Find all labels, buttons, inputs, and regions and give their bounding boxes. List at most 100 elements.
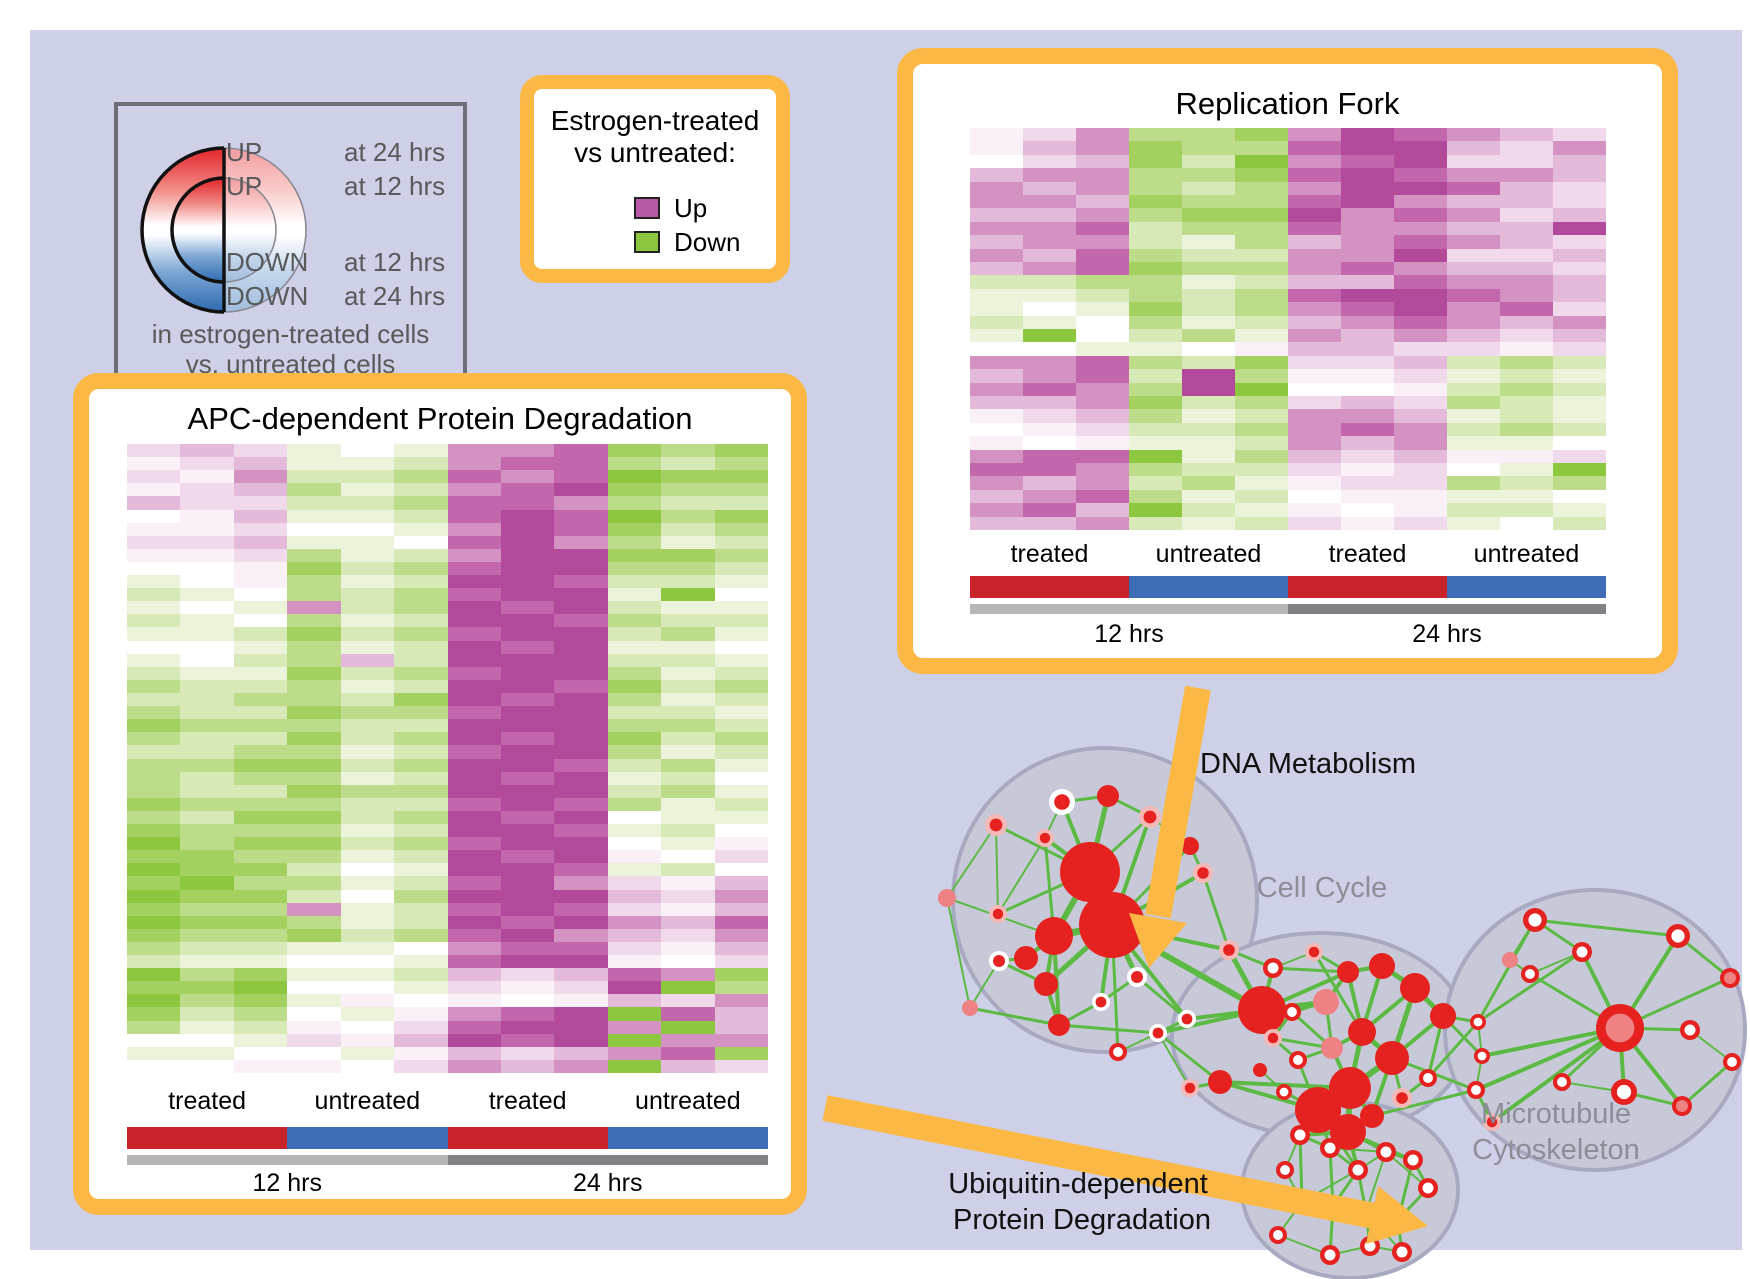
heatmap-cell: [447, 483, 501, 497]
heatmap-cell: [554, 719, 608, 733]
heatmap-cell: [447, 745, 501, 759]
heatmap-cell: [714, 771, 768, 785]
heatmap-cell: [394, 1007, 448, 1021]
heatmap-cell: [287, 758, 341, 772]
gene-node: [1181, 837, 1199, 855]
heatmap-cell: [180, 745, 234, 759]
heatmap-cell: [1553, 328, 1606, 343]
heatmap-cell: [500, 876, 555, 890]
gene-node: [1486, 1116, 1498, 1128]
heatmap-cell: [1235, 288, 1288, 303]
condition-label: treated: [168, 1087, 247, 1115]
heatmap-cell: [287, 902, 341, 916]
heatmap-cell: [1288, 315, 1341, 329]
gene-node: [1034, 972, 1058, 996]
heatmap-cell: [180, 928, 234, 942]
heatmap-cell: [1288, 369, 1341, 383]
heatmap-cell: [607, 745, 662, 759]
heatmap-cell: [340, 1020, 395, 1034]
condition-label: untreated: [1473, 540, 1580, 568]
heatmap-cell: [554, 941, 608, 956]
heatmap-cell: [1394, 194, 1447, 209]
heatmap-cell: [1500, 409, 1553, 423]
heatmap-cell: [661, 653, 715, 667]
network-cluster-label: Microtubule: [1481, 1098, 1631, 1130]
apc-condition-labels: treated untreated treated untreated: [127, 1087, 768, 1117]
heatmap-cell: [1500, 369, 1553, 383]
heatmap-cell: [127, 561, 181, 576]
heatmap-cell: [1182, 275, 1235, 289]
heatmap-cell: [1182, 168, 1235, 182]
ring-legend-up-outer: UP: [226, 137, 263, 167]
heatmap-cell: [1288, 194, 1341, 209]
heatmap-cell: [554, 1046, 608, 1060]
heatmap-cell: [233, 941, 288, 956]
heatmap-cell: [1447, 382, 1500, 396]
heatmap-cell: [1023, 422, 1076, 437]
heatmap-cell: [1447, 436, 1500, 450]
ring-legend-box: UP at 24 hrs UP at 12 hrs DOWN at 12 hrs…: [114, 102, 467, 383]
heatmap-cell: [180, 850, 234, 864]
heatmap-cell: [1500, 328, 1553, 343]
heatmap-cell: [714, 509, 768, 523]
heatmap-cell: [1129, 395, 1182, 410]
heatmap-cell: [500, 994, 555, 1008]
heatmap-cell: [1447, 489, 1500, 504]
heatmap-cell: [1076, 181, 1129, 195]
gene-node: [1324, 1249, 1336, 1261]
heatmap-cell: [233, 692, 288, 707]
heatmap-cell: [970, 128, 1023, 142]
heatmap-cell: [607, 928, 662, 942]
heatmap-cell: [1182, 288, 1235, 303]
heatmap-cell: [127, 863, 181, 877]
heatmap-cell: [554, 902, 608, 916]
heatmap-cell: [233, 771, 288, 785]
heatmap-cell: [1447, 221, 1500, 236]
heatmap-cell: [1076, 409, 1129, 423]
heatmap-cell: [1553, 275, 1606, 289]
heatmap-cell: [340, 758, 395, 772]
gene-node: [1369, 953, 1395, 979]
network-cluster-label: Protein Degradation: [953, 1204, 1211, 1236]
heatmap-cell: [554, 575, 608, 589]
heatmap-cell: [1288, 154, 1341, 169]
gene-node: [1616, 1084, 1632, 1100]
heatmap-cell: [233, 483, 288, 497]
heatmap-cell: [1288, 382, 1341, 396]
heatmap-cell: [500, 1007, 555, 1021]
heatmap-cell: [661, 1033, 715, 1047]
heatmap-cell: [233, 535, 288, 549]
heatmap-cell: [1182, 235, 1235, 249]
heatmap-cell: [500, 509, 555, 523]
heatmap-cell: [1182, 355, 1235, 370]
heatmap-cell: [714, 496, 768, 510]
heatmap-cell: [500, 902, 555, 916]
gene-node: [1360, 1104, 1384, 1128]
gene-node: [1152, 1027, 1164, 1039]
heatmap-cell: [1288, 248, 1341, 262]
heatmap-cell: [1182, 221, 1235, 236]
heatmap-cell: [447, 902, 501, 916]
heatmap-cell: [1182, 382, 1235, 396]
condition-label: treated: [488, 1087, 567, 1115]
heatmap-cell: [287, 666, 341, 680]
apc-time-labels: 12 hrs 24 hrs: [127, 1169, 768, 1199]
gene-node: [992, 908, 1004, 920]
condition-label: untreated: [635, 1087, 741, 1115]
heatmap-cell: [180, 771, 234, 785]
gene-node: [962, 1000, 978, 1016]
heatmap-cell: [127, 1046, 181, 1060]
heatmap-cell: [127, 496, 181, 510]
heatmap-cell: [340, 902, 395, 916]
apc-heatmap: [127, 444, 768, 1073]
heatmap-cell: [1500, 154, 1553, 169]
heatmap-cell: [394, 1046, 448, 1060]
gene-node: [1407, 1154, 1419, 1166]
condition-bar-segment: [447, 1127, 608, 1149]
heatmap-cell: [1341, 248, 1394, 262]
heatmap-cell: [714, 470, 768, 484]
heatmap-cell: [970, 261, 1023, 276]
heatmap-cell: [340, 1033, 395, 1047]
heatmap-cell: [714, 457, 768, 471]
heatmap-cell: [554, 601, 608, 615]
